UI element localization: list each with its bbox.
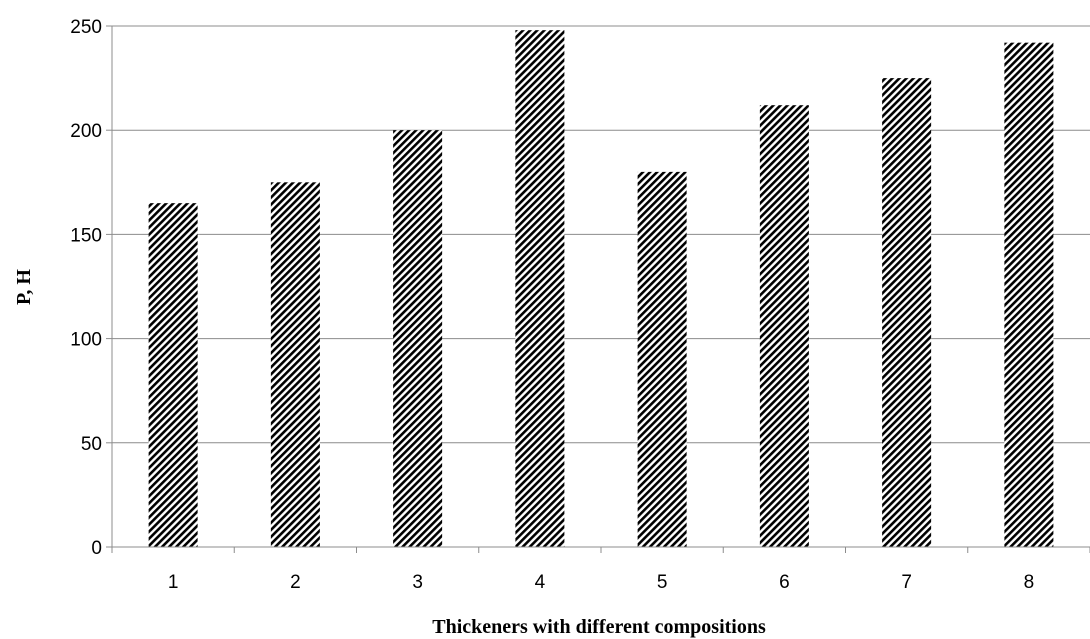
axes bbox=[106, 25, 1090, 553]
bar bbox=[270, 182, 320, 548]
x-tick-label: 7 bbox=[901, 572, 912, 593]
gridlines bbox=[112, 25, 1090, 444]
y-tick-label: 0 bbox=[91, 538, 102, 559]
x-tick-label: 4 bbox=[535, 572, 546, 593]
y-tick-label: 50 bbox=[81, 434, 102, 455]
y-tick-label: 150 bbox=[70, 225, 102, 246]
x-tick-label: 3 bbox=[412, 572, 423, 593]
bar bbox=[759, 105, 809, 547]
bar bbox=[148, 203, 198, 547]
y-tick-label: 200 bbox=[70, 121, 102, 142]
y-tick-label: 100 bbox=[70, 330, 102, 351]
y-tick-label: 250 bbox=[70, 17, 102, 38]
bar bbox=[1004, 42, 1054, 548]
bars bbox=[148, 30, 1054, 548]
x-tick-label: 1 bbox=[168, 572, 179, 593]
y-axis-title: P, H bbox=[13, 269, 35, 305]
bar bbox=[882, 78, 932, 547]
bar bbox=[393, 130, 443, 547]
x-axis-title: Thickeners with different compositions bbox=[432, 616, 766, 638]
x-tick-label: 5 bbox=[657, 572, 668, 593]
x-tick-label: 2 bbox=[290, 572, 301, 593]
x-tick-label: 8 bbox=[1024, 572, 1035, 593]
tick-labels: 0 50 100 150 200 250 1 2 3 4 5 6 7 8 bbox=[70, 17, 1034, 593]
bar bbox=[637, 171, 687, 547]
x-tick-label: 6 bbox=[779, 572, 790, 593]
bar bbox=[515, 30, 565, 548]
